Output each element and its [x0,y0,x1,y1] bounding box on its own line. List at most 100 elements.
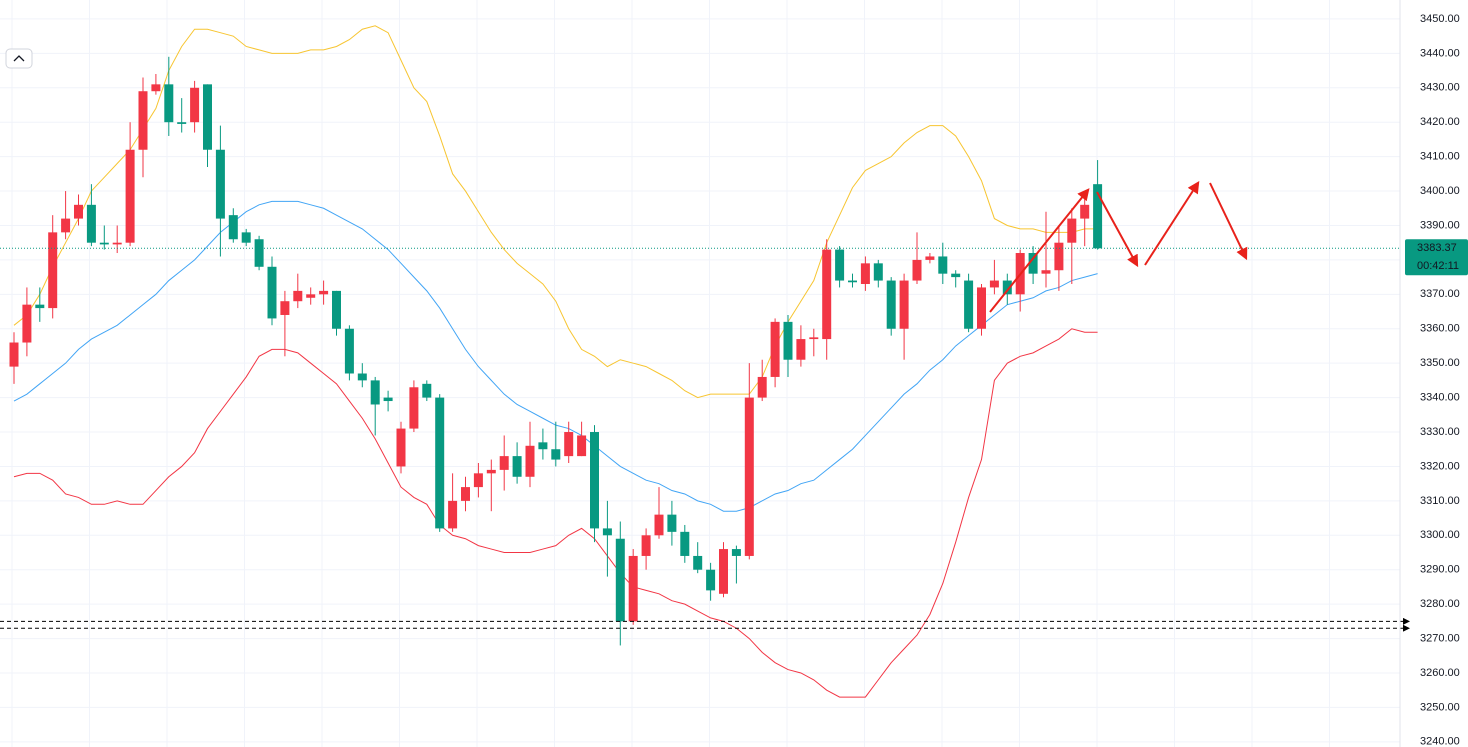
candle-body [370,380,380,405]
y-tick-label: 3410.00 [1420,151,1460,163]
candle-body [719,549,728,594]
candle-body [912,259,922,281]
candle-body [1067,218,1077,243]
y-tick-label: 3310.00 [1420,495,1460,507]
y-tick-label: 3340.00 [1420,392,1460,404]
candle-body [319,290,329,295]
button-icon [13,55,25,62]
candle-body [680,531,690,556]
candle-body [1028,253,1038,274]
y-tick-label: 3360.00 [1420,323,1460,335]
y-tick-label: 3280.00 [1420,598,1460,610]
y-tick-label: 3430.00 [1420,82,1460,94]
candle-body [203,84,212,150]
candle-body [1093,184,1103,249]
candle-body [977,287,986,329]
candle-body [254,239,264,267]
candle-body [744,397,754,556]
y-tick-label: 3370.00 [1420,288,1460,300]
candle-body [1041,270,1051,274]
candle-body [783,321,793,360]
candle-body [641,535,651,556]
candle-body [809,337,819,340]
y-tick-label: 3420.00 [1420,116,1460,128]
candle-body [22,304,32,343]
candle-body [860,263,870,284]
candle-body [357,373,367,381]
last-price-box [1405,239,1468,276]
candle-body [1054,242,1064,271]
candle-body [306,294,316,298]
candle-body [448,500,458,529]
candle-body [602,528,612,536]
y-tick-label: 3250.00 [1420,701,1460,713]
y-axis: 3240.00 3250.00 3260.00 3270.00 3280.00 3290.… [1405,13,1468,747]
candle-body [473,473,483,488]
y-tick-label: 3300.00 [1420,529,1460,541]
candle-body [267,266,277,319]
countdown-label: 00:42:11 [1417,260,1459,272]
candle-body [409,387,419,429]
candle-body [538,442,548,450]
y-tick-label: 3440.00 [1420,47,1460,59]
candle-body [899,280,909,329]
y-tick-label: 3350.00 [1420,357,1460,369]
candle-body [731,549,741,556]
candle-body [951,273,961,278]
grid [0,0,1400,747]
candle-body [61,218,71,233]
candle-body [551,449,561,460]
candle-body [383,397,393,402]
candle-body [564,432,574,457]
collapse-button[interactable] [5,48,33,69]
arrow [1144,180,1200,266]
candle-body [241,232,251,243]
candle-body [770,321,780,377]
button-frame[interactable] [5,48,33,69]
annotation-arrows [989,180,1248,313]
candle-body [9,342,19,367]
y-tick-label: 3290.00 [1420,564,1460,576]
candle-body [293,290,303,302]
candle-body [74,204,83,219]
candle-body [125,149,135,243]
candle-body [422,383,432,398]
candle-body [35,304,45,309]
candle-body [654,514,664,536]
y-tick-label: 3320.00 [1420,460,1460,472]
candle-body [1002,280,1012,295]
candle-body [499,456,509,470]
candle-body [796,339,806,360]
candle-body [848,280,857,283]
candle-body [138,91,148,150]
plot [0,25,1410,698]
candle-body [164,84,174,123]
candle-body [332,290,341,329]
candle-body [228,215,238,240]
candle-body [873,263,883,281]
candle-body [757,376,767,398]
candle-body [525,445,535,477]
candle-body [706,569,716,591]
y-tick-label: 3400.00 [1420,185,1460,197]
band-upper [13,25,1098,399]
candle-body [151,84,161,92]
last-price-label: 3383.37 [1417,242,1457,254]
candle-body [112,242,122,245]
candle-body [486,469,496,474]
candle-body [190,87,200,123]
candle-body [886,280,896,329]
candle-body [577,435,587,457]
candle-body [925,256,935,260]
candle-body [835,249,845,281]
candle-body [99,242,109,245]
candle-body [989,280,999,288]
candle-body [938,256,948,274]
arrow [1096,191,1139,268]
candle-body [435,397,445,529]
y-tick-label: 3260.00 [1420,667,1460,679]
y-tick-label: 3330.00 [1420,426,1460,438]
candle-body [615,538,625,622]
candle-body [280,301,290,315]
